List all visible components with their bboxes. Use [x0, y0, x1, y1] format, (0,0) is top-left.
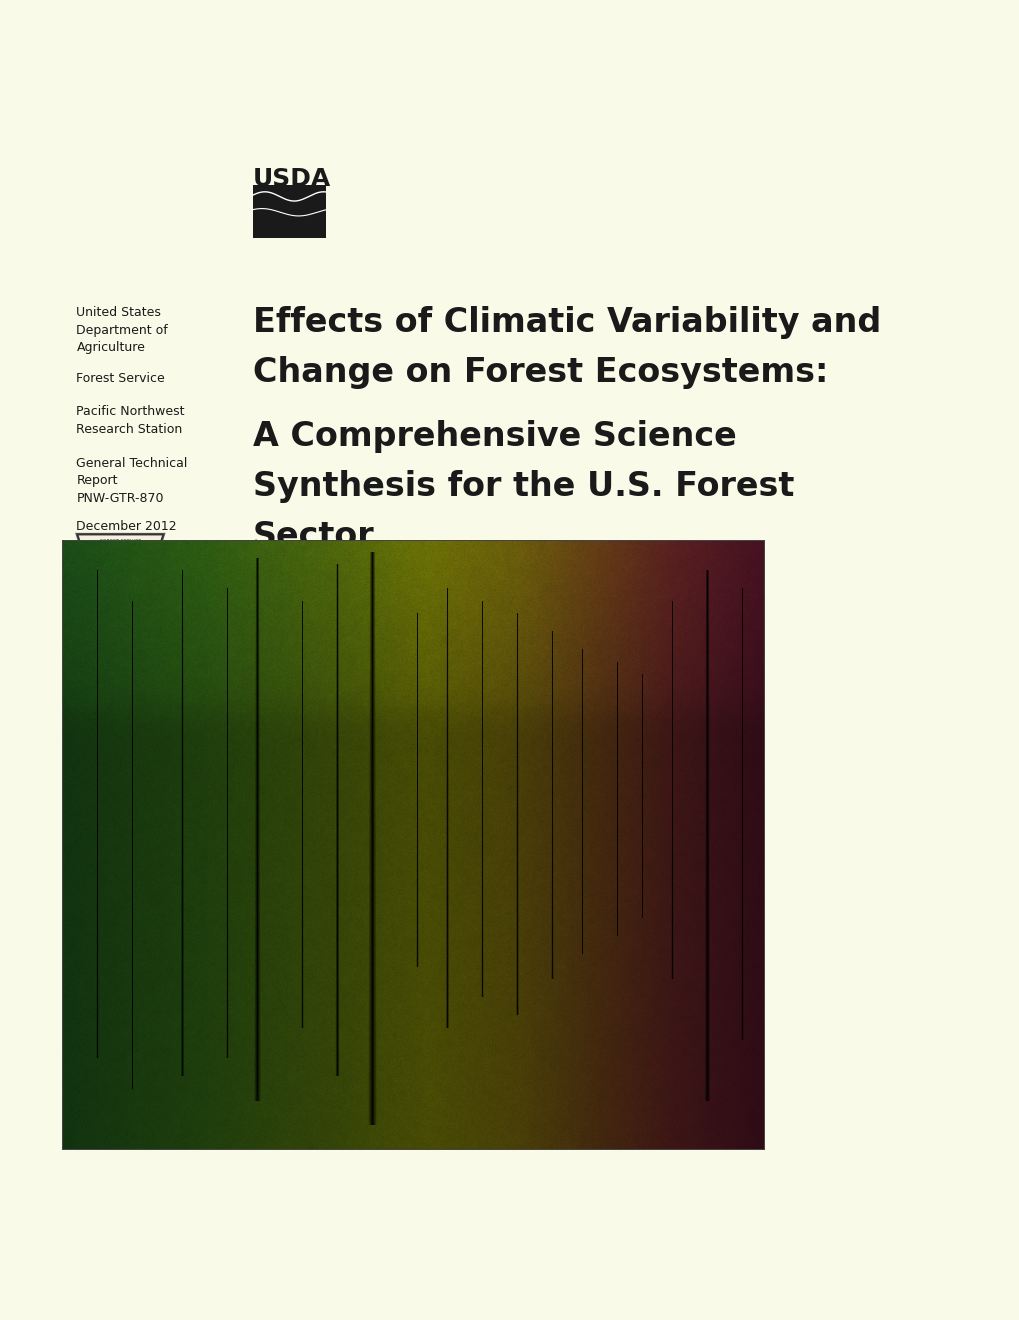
Text: Sector: Sector	[253, 520, 374, 553]
Text: USDA: USDA	[114, 593, 126, 597]
Text: Forest Service: Forest Service	[76, 372, 165, 385]
Text: USDA: USDA	[253, 168, 331, 191]
Text: United States
Department of
Agriculture: United States Department of Agriculture	[76, 306, 168, 354]
Text: ▲: ▲	[116, 550, 124, 561]
Text: Effects of Climatic Variability and: Effects of Climatic Variability and	[253, 306, 880, 339]
Text: Synthesis for the U.S. Forest: Synthesis for the U.S. Forest	[253, 470, 794, 503]
Text: Change on Forest Ecosystems:: Change on Forest Ecosystems:	[253, 356, 827, 389]
Text: Pacific Northwest
Research Station: Pacific Northwest Research Station	[76, 405, 184, 436]
Text: General Technical
Report
PNW-GTR-870: General Technical Report PNW-GTR-870	[76, 457, 187, 504]
Text: FOREST SERVICE: FOREST SERVICE	[100, 539, 141, 544]
Bar	[253, 185, 326, 238]
Text: A Comprehensive Science: A Comprehensive Science	[253, 420, 736, 453]
Text: U★S: U★S	[105, 572, 136, 585]
Text: December 2012: December 2012	[76, 520, 177, 533]
Polygon shape	[77, 535, 163, 606]
